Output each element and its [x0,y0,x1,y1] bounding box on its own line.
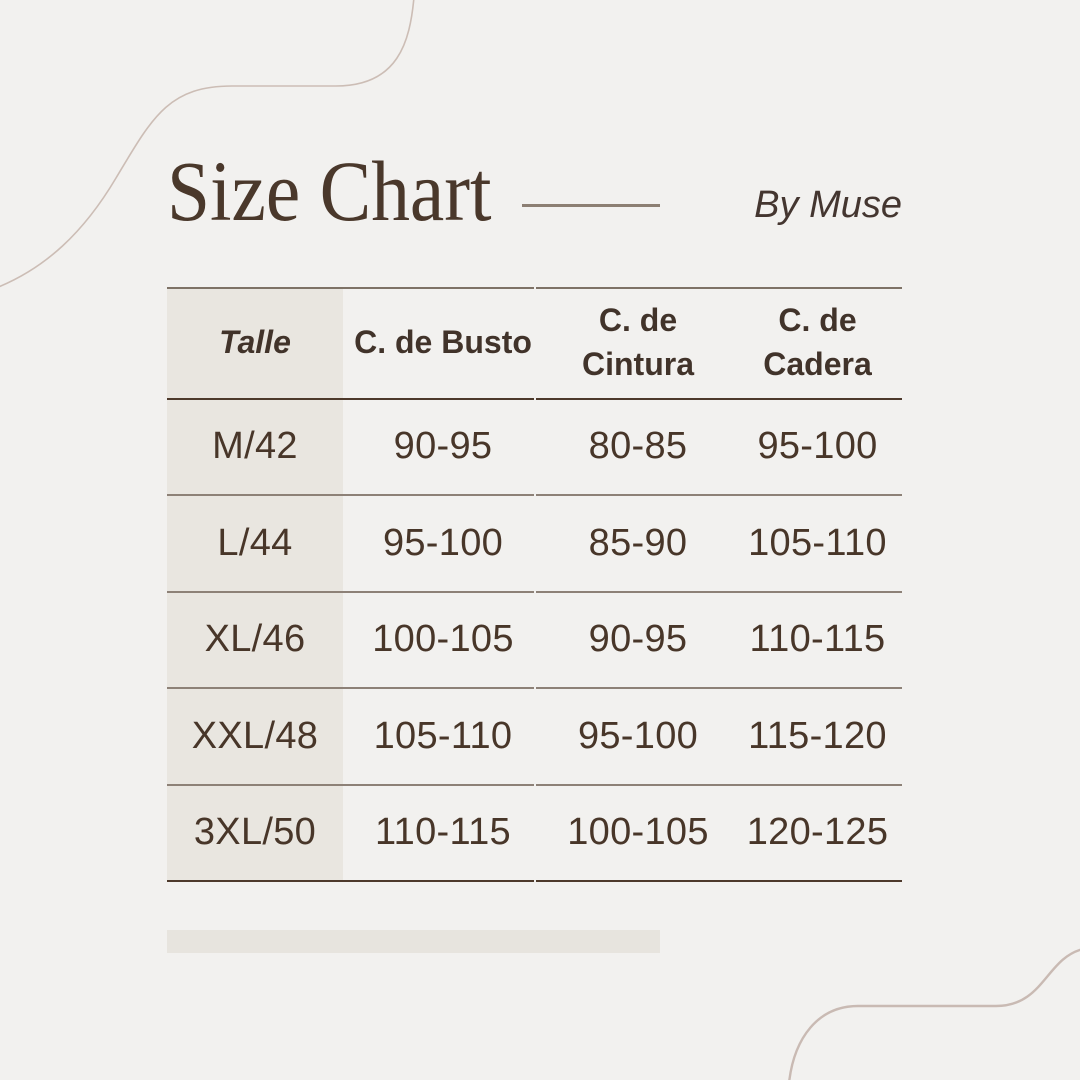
busto-value: 95-100 [382,521,504,564]
column-header-cintura: C. de Cintura [582,302,694,382]
table-rule-bottom [167,880,902,882]
title-dash-divider [522,204,660,207]
size-label: L/44 [217,521,293,564]
cadera-value: 110-115 [749,618,886,660]
cintura-value: 95-100 [577,714,699,757]
busto-value: 90-95 [393,425,493,467]
busto-value: 110-115 [375,811,511,853]
busto-value: 105-110 [373,714,513,757]
table-rule-top [167,287,902,289]
first-column-shade [167,287,343,880]
cadera-value: 95-100 [757,425,878,467]
cadera-value: 115-120 [748,714,887,757]
column-header-talle: Talle [219,323,291,360]
curve-bottom-right-icon [788,948,1080,1080]
page-title: Size Chart [167,143,492,239]
size-table-grid: Talle C. de Busto C. de Cintura C. de Ca… [167,287,902,880]
size-label: XXL/48 [191,714,319,757]
table-rule [167,591,902,593]
size-label: 3XL/50 [193,811,317,853]
cadera-value: 120-125 [746,811,889,853]
busto-value: 100-105 [372,618,514,660]
cintura-value: 90-95 [588,618,688,660]
table-rule [167,687,902,689]
cadera-value: 105-110 [748,521,887,564]
table-rule [167,784,902,786]
cintura-value: 80-85 [588,425,688,467]
column-header-cadera: C. de Cadera [763,302,872,382]
table-rule-header [167,398,902,400]
byline: By Muse [754,184,902,226]
size-label: M/42 [212,425,298,467]
bottom-accent-bar [167,930,660,953]
table-rule [167,494,902,496]
size-table: Talle C. de Busto C. de Cintura C. de Ca… [167,287,902,883]
cintura-value: 100-105 [567,811,709,853]
column-header-busto: C. de Busto [354,323,532,360]
cintura-value: 85-90 [588,521,688,564]
size-label: XL/46 [204,618,306,660]
